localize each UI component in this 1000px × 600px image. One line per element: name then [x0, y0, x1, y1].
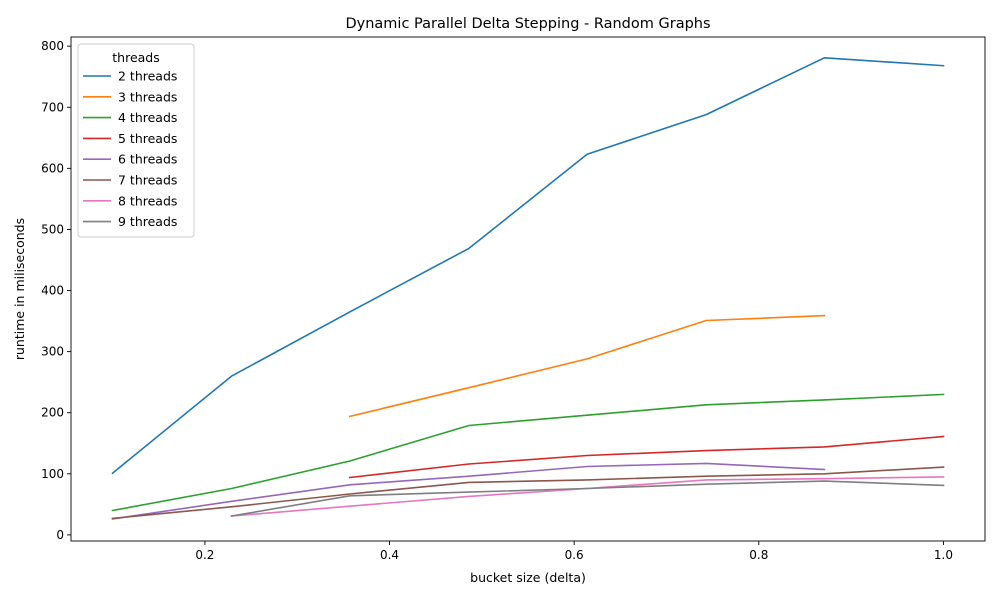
legend-items: 2 threads 3 threads 4 threads 5 threads 6 th…	[83, 69, 177, 229]
y-tick-label: 700	[41, 100, 64, 114]
series-line-6-threads	[111, 462, 826, 520]
legend-label-4-threads: 4 threads	[118, 110, 177, 125]
x-tick-label: 0.6	[565, 548, 584, 562]
legend-label-6-threads: 6 threads	[118, 152, 177, 167]
chart-title: Dynamic Parallel Delta Stepping - Random…	[345, 16, 710, 32]
y-tick-label: 800	[41, 39, 64, 53]
series-line-8-threads	[230, 476, 945, 517]
legend-box	[77, 43, 195, 238]
legend-label-5-threads: 5 threads	[118, 131, 177, 146]
y-tick-label: 0	[56, 528, 64, 542]
y-tick-label: 400	[41, 284, 64, 298]
legend-label-7-threads: 7 threads	[118, 173, 177, 188]
x-tick-label: 1.0	[934, 548, 953, 562]
x-tick-label: 0.8	[749, 548, 768, 562]
x-tick-label: 0.2	[195, 548, 214, 562]
y-tick-label: 500	[41, 222, 64, 236]
plot-frame	[70, 36, 986, 542]
plot-lines	[111, 56, 945, 520]
legend-label-3-threads: 3 threads	[118, 89, 177, 104]
y-tick-label: 300	[41, 345, 64, 359]
y-tick-label: 600	[41, 161, 64, 175]
legend: threads 2 threads 3 threads 4 threads 5 thr…	[77, 43, 195, 238]
y-axis-label: runtime in miliseconds	[12, 218, 27, 360]
legend-label-8-threads: 8 threads	[118, 193, 177, 208]
series-line-7-threads	[111, 466, 945, 520]
series-line-9-threads	[230, 480, 945, 517]
y-tick-label: 200	[41, 406, 64, 420]
x-tick-label: 0.4	[380, 548, 399, 562]
series-line-2-threads	[111, 56, 945, 475]
legend-label-2-threads: 2 threads	[118, 69, 177, 84]
y-axis: 0 100 200 300 400 500 600 700 800	[41, 39, 71, 542]
series-line-5-threads	[348, 435, 945, 479]
legend-title: threads	[112, 50, 160, 65]
x-axis: 0.2 0.4 0.6 0.8 1.0	[195, 541, 953, 562]
x-axis-label: bucket size (delta)	[470, 570, 586, 585]
series-line-3-threads	[348, 314, 826, 418]
legend-label-9-threads: 9 threads	[118, 214, 177, 229]
y-tick-label: 100	[41, 467, 64, 481]
series-line-4-threads	[111, 393, 945, 512]
